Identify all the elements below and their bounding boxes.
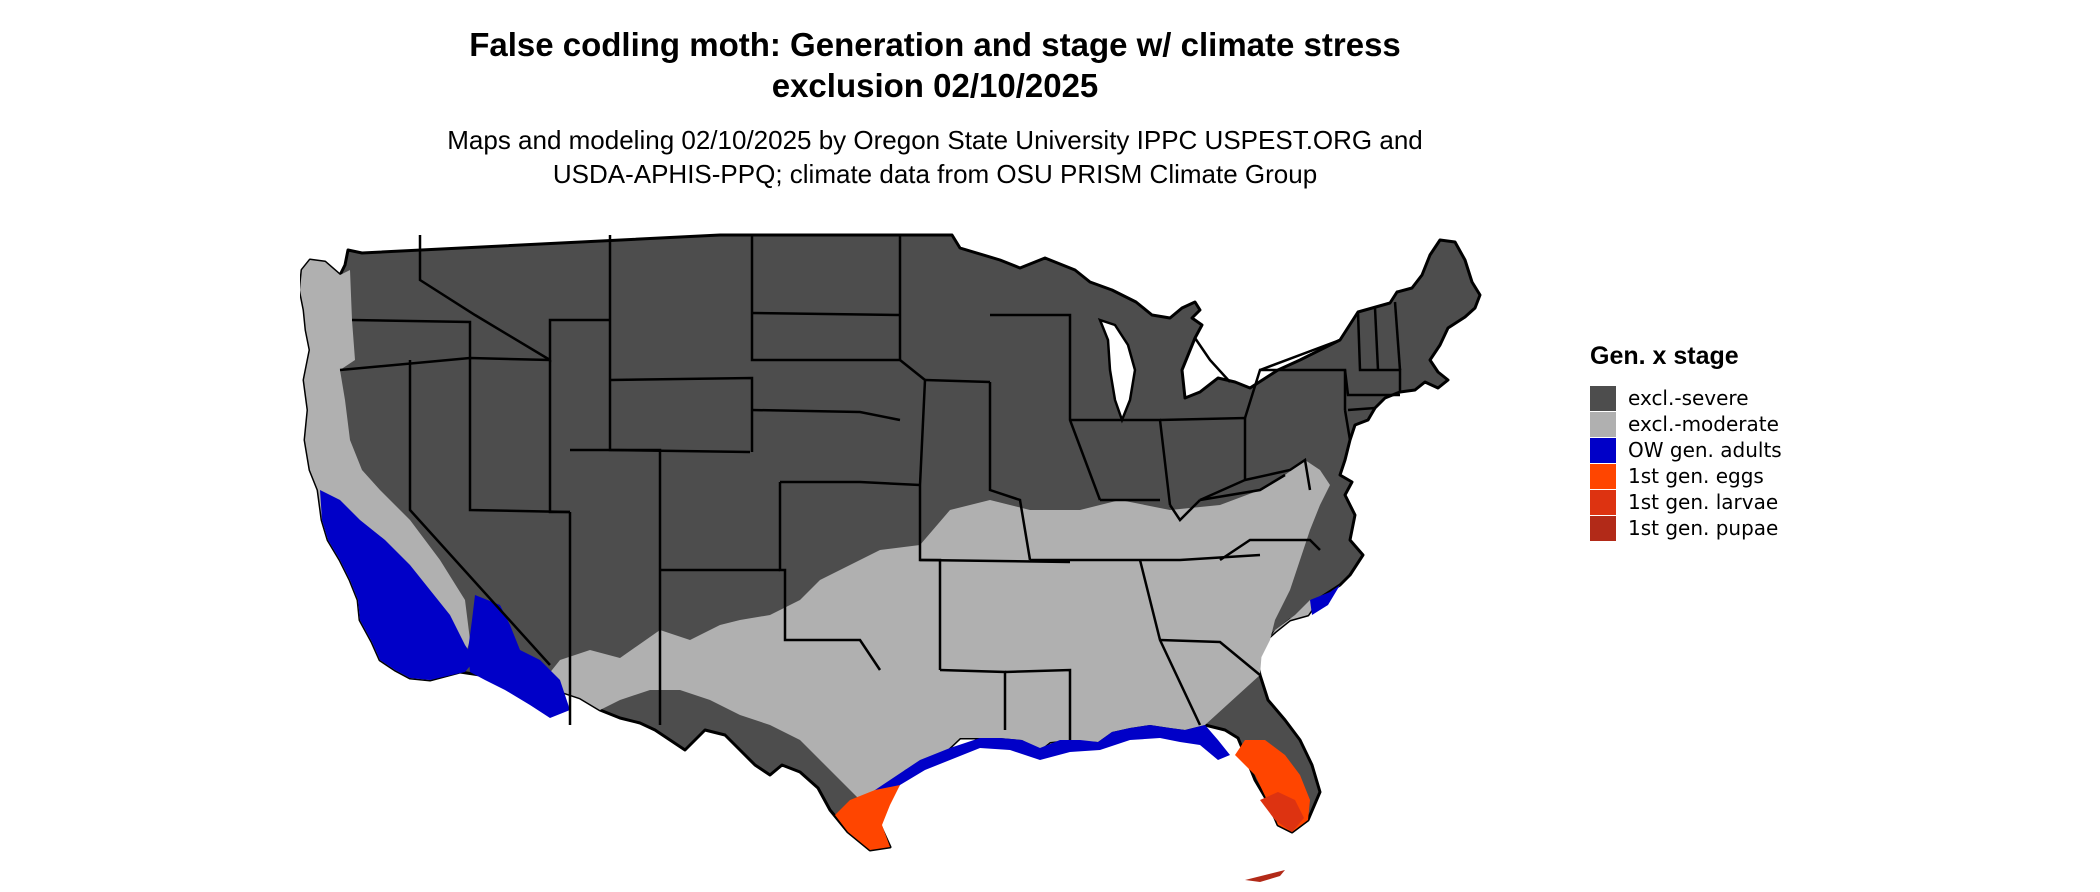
- title-line-1: False codling moth: Generation and stage…: [469, 26, 1401, 63]
- zone-ow-adults-gulf-coast: [860, 725, 1230, 805]
- zone-excl-moderate-south: [540, 460, 1330, 805]
- subtitle-line-2: USDA-APHIS-PPQ; climate data from OSU PR…: [552, 159, 1318, 189]
- subtitle-line-1: Maps and modeling 02/10/2025 by Oregon S…: [447, 125, 1423, 155]
- legend-label: OW gen. adults: [1628, 438, 1782, 462]
- map-subtitle: Maps and modeling 02/10/2025 by Oregon S…: [0, 123, 1870, 191]
- legend-label: 1st gen. larvae: [1628, 490, 1779, 514]
- legend-item: 1st gen. eggs: [1590, 463, 1782, 489]
- legend-item: excl.-severe: [1590, 385, 1782, 411]
- zone-ow-adults-carolina: [1310, 585, 1340, 615]
- lake-michigan: [1097, 317, 1137, 424]
- legend-label: excl.-moderate: [1628, 412, 1779, 436]
- map-legend: Gen. x stage excl.-severe excl.-moderate…: [1590, 342, 1782, 541]
- title-line-2: exclusion 02/10/2025: [771, 67, 1099, 104]
- legend-swatch-1st-gen-larvae: [1590, 489, 1616, 515]
- zone-1st-gen-eggs-texas: [835, 785, 900, 850]
- legend-item: OW gen. adults: [1590, 437, 1782, 463]
- legend-swatch-excl-moderate: [1590, 411, 1616, 437]
- legend-label: 1st gen. eggs: [1628, 464, 1764, 488]
- legend-title: Gen. x stage: [1590, 342, 1739, 370]
- zone-1st-gen-larvae-florida: [1260, 792, 1304, 832]
- legend-swatch-1st-gen-pupae: [1590, 515, 1616, 541]
- legend-swatch-excl-severe: [1590, 385, 1616, 411]
- zone-ow-adults-california: [320, 490, 475, 680]
- legend-swatch-ow-adults: [1590, 437, 1616, 463]
- zone-1st-gen-pupae-keys: [1245, 870, 1285, 882]
- legend-item: 1st gen. larvae: [1590, 489, 1782, 515]
- zone-ow-adults-arizona: [468, 595, 570, 718]
- state-boundaries: [339, 235, 1402, 740]
- legend-item: excl.-moderate: [1590, 411, 1782, 437]
- legend-swatch-1st-gen-eggs: [1590, 463, 1616, 489]
- us-map: [300, 233, 1482, 882]
- legend-label: excl.-severe: [1628, 386, 1749, 410]
- legend-label: 1st gen. pupae: [1628, 516, 1779, 540]
- zone-excl-moderate-west: [300, 260, 470, 680]
- legend-item: 1st gen. pupae: [1590, 515, 1782, 541]
- map-title: False codling moth: Generation and stage…: [0, 24, 1870, 106]
